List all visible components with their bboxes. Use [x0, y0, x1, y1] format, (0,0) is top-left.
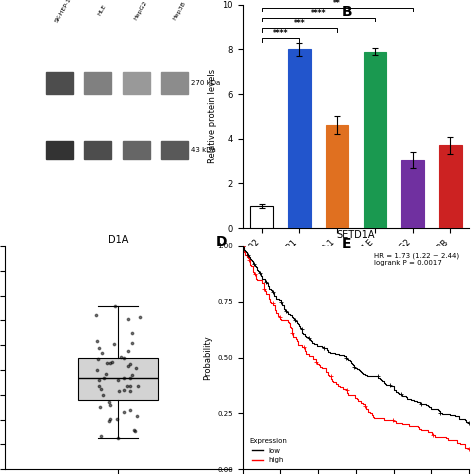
Text: HepG2: HepG2: [133, 0, 148, 21]
high: [326, 370, 331, 376]
low: [447, 412, 453, 418]
Title: D1A: D1A: [108, 235, 128, 245]
Bar: [439, 146, 462, 228]
Point: [126, 360, 133, 368]
high: [290, 330, 295, 336]
Legend: low, high: low, high: [246, 435, 290, 466]
Point: [132, 364, 139, 372]
low: [324, 347, 330, 353]
Text: E: E: [341, 237, 351, 251]
Point: [108, 358, 115, 365]
Text: 270 kDa: 270 kDa: [191, 80, 220, 86]
Point: [115, 434, 122, 442]
low: [298, 324, 303, 330]
low: [465, 419, 471, 425]
Point: [94, 356, 102, 363]
Point: [134, 382, 141, 390]
Text: A: A: [209, 0, 219, 1]
Point: [95, 344, 102, 351]
high: [313, 359, 319, 365]
Title: SETD1A: SETD1A: [337, 229, 375, 239]
Point: [120, 354, 128, 362]
Point: [113, 416, 120, 423]
Point: [110, 340, 118, 348]
Point: [107, 401, 114, 409]
Point: [125, 315, 132, 323]
Bar: [161, 72, 188, 94]
high: [466, 446, 472, 452]
high: [240, 243, 246, 249]
Point: [106, 359, 113, 366]
Bar: [161, 141, 188, 159]
Point: [120, 409, 128, 416]
Line: high: high: [243, 246, 469, 449]
Point: [124, 362, 131, 370]
Point: [93, 367, 100, 374]
Point: [131, 428, 139, 435]
Point: [102, 370, 109, 378]
Bar: [46, 72, 73, 94]
Point: [131, 426, 138, 434]
Point: [106, 415, 114, 423]
Line: low: low: [243, 246, 469, 422]
Bar: [288, 49, 310, 228]
Bar: [250, 206, 273, 228]
Text: ****: ****: [273, 29, 288, 38]
Text: HLE: HLE: [97, 4, 107, 17]
Point: [95, 383, 102, 390]
Text: ****: ****: [310, 9, 326, 18]
Bar: [401, 160, 424, 228]
Text: SK-HEP-1: SK-HEP-1: [55, 0, 73, 24]
Point: [114, 376, 121, 384]
Point: [103, 359, 110, 367]
Bar: [326, 125, 348, 228]
Y-axis label: Relative protein levels: Relative protein levels: [208, 69, 217, 164]
Bar: [123, 141, 150, 159]
Point: [137, 313, 144, 321]
high: [273, 310, 279, 316]
Text: ***: ***: [293, 19, 305, 28]
Point: [111, 302, 118, 310]
Bar: [123, 72, 150, 94]
Point: [128, 371, 136, 379]
high: [286, 319, 292, 325]
Text: Hep3B: Hep3B: [172, 0, 186, 21]
low: [466, 419, 472, 425]
Point: [92, 311, 100, 319]
Text: D: D: [216, 235, 227, 249]
Text: B: B: [341, 5, 352, 19]
Point: [105, 418, 112, 425]
Text: 43 kDa: 43 kDa: [191, 147, 215, 153]
Point: [125, 347, 132, 355]
Point: [98, 349, 106, 356]
Point: [128, 329, 136, 337]
PathPatch shape: [78, 358, 158, 400]
Bar: [84, 72, 111, 94]
Point: [106, 398, 113, 405]
Point: [124, 383, 131, 390]
Point: [120, 386, 128, 393]
low: [240, 243, 246, 249]
Point: [100, 374, 108, 382]
Point: [128, 339, 136, 347]
Point: [97, 403, 104, 410]
Point: [115, 387, 123, 395]
Bar: [84, 141, 111, 159]
Point: [99, 391, 107, 399]
Point: [95, 377, 103, 384]
Point: [127, 383, 134, 390]
Text: HR = 1.73 (1.22 ~ 2.44)
logrank P = 0.0017: HR = 1.73 (1.22 ~ 2.44) logrank P = 0.00…: [374, 253, 459, 266]
Bar: [46, 141, 73, 159]
Point: [97, 433, 104, 440]
Point: [126, 406, 134, 414]
Point: [133, 412, 140, 420]
low: [307, 337, 312, 343]
Point: [97, 385, 105, 392]
high: [241, 248, 247, 254]
Text: **: **: [333, 0, 341, 8]
Bar: [364, 52, 386, 228]
Point: [120, 374, 128, 382]
Point: [127, 374, 134, 382]
high: [466, 446, 472, 452]
low: [463, 418, 468, 423]
